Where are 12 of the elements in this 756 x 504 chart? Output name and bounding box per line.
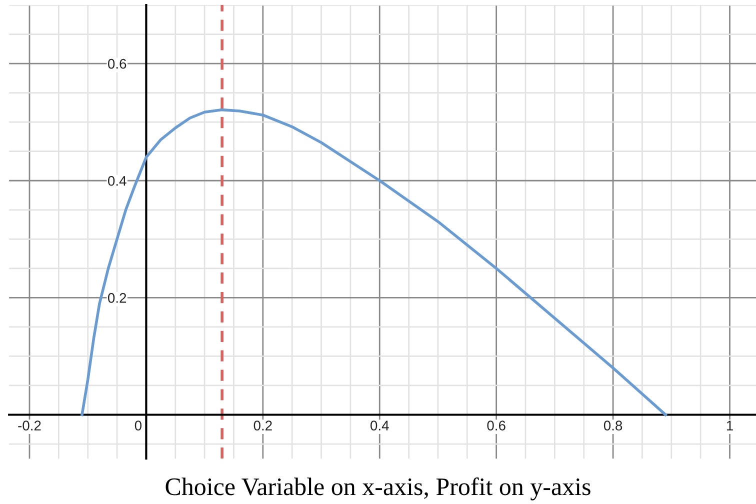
x-tick-label: 0.6	[487, 420, 506, 430]
x-tick-label: 0	[134, 420, 142, 430]
x-tick-label: 0.2	[254, 420, 272, 430]
x-tick-label: 0.4	[370, 420, 389, 430]
y-tick-label: 0.6	[108, 58, 126, 69]
y-tick-label: 0.4	[108, 176, 126, 186]
x-tick-label: -0.2	[18, 420, 41, 430]
line-series	[80, 108, 667, 416]
y-tick-label: 0.2	[108, 293, 126, 303]
text: Choice Variable on x-axis, Profit on y-axis	[166, 477, 590, 500]
x-tick-label: 0.8	[604, 420, 622, 430]
x-tick-label: 1	[726, 420, 733, 430]
